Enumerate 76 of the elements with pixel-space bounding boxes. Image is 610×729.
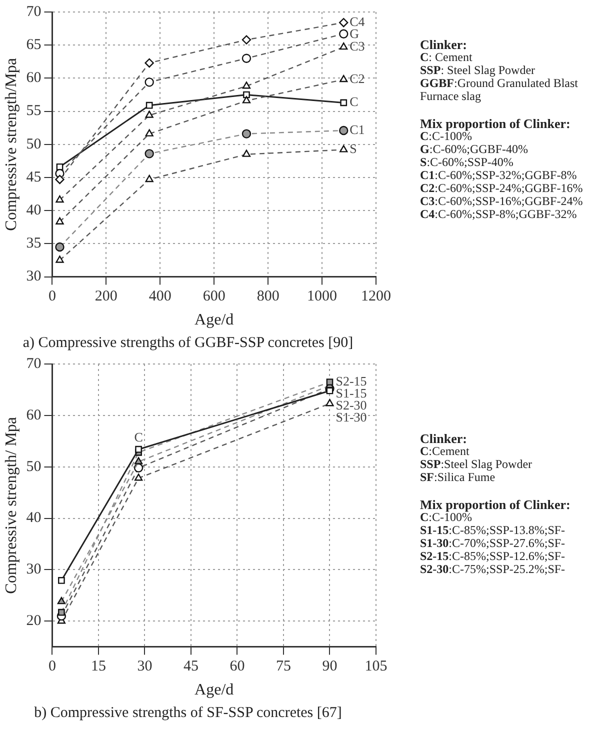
point (243, 91, 250, 98)
text: C1:C-60%;SSP-32%;GGBF-8% (420, 168, 578, 182)
x-tick-label: 75 (276, 658, 291, 675)
text: a) Compressive strengths of GGBF-SSP concretes [90] (22, 334, 354, 351)
series-label: C3 (350, 38, 365, 54)
x-tick-label: 15 (90, 658, 106, 675)
point (58, 608, 65, 616)
text: S2-15:C-85%;SSP-12.6%;SF- (420, 549, 566, 563)
series-label: C2 (350, 70, 365, 86)
point (242, 129, 252, 138)
y-tick-label: 70 (26, 356, 42, 372)
y-tick-label: 40 (26, 202, 42, 219)
y-tick-label: 45 (26, 169, 42, 186)
x-tick-label: 60 (230, 658, 245, 675)
point (339, 126, 348, 136)
y-tick-label: 30 (26, 268, 42, 285)
x-tick-label: 90 (322, 658, 338, 675)
point (58, 577, 65, 584)
text: S1-30:C-70%;SSP-27.6%;SF- (420, 536, 566, 550)
text: Mix proportion of Clinker: (420, 116, 572, 131)
y-tick-label: 30 (26, 562, 42, 578)
text: S2-30:C-75%;SSP-25.2%;SF- (420, 562, 566, 576)
x-tick-label: 45 (183, 658, 198, 675)
y-tick-label: 50 (26, 458, 42, 475)
text: SF:Silica Fume (420, 470, 496, 484)
text: Clinker: (420, 431, 468, 446)
point (57, 596, 66, 604)
text: S:C-60%;SSP-40% (420, 155, 514, 169)
point (146, 102, 153, 109)
point (55, 242, 64, 252)
x-tick-label: 0 (48, 288, 56, 305)
text: C:Cement (420, 444, 470, 458)
text: C4:C-60%;SSP-8%;GGBF-32% (420, 207, 578, 221)
y-axis-title: Compressive strength/ Mpa (2, 416, 20, 594)
point (326, 387, 334, 394)
text: SSP: Steel Slag Powder (420, 63, 536, 77)
text: S1-15:C-85%;SSP-13.8%;SF- (420, 523, 566, 537)
point (144, 149, 154, 158)
point (326, 378, 334, 386)
text: C2:C-60%;SSP-24%;GGBF-16% (420, 181, 584, 195)
x-tick-label: 1000 (307, 288, 338, 305)
annotation: C (134, 429, 143, 444)
text: C3:C-60%;SSP-16%;GGBF-24% (420, 194, 584, 208)
y-tick-label: 60 (26, 407, 42, 424)
text: Clinker: (420, 37, 468, 52)
x-tick-label: 800 (256, 288, 280, 305)
x-axis-title: Age/d (194, 312, 234, 329)
y-tick-label: 55 (26, 103, 42, 120)
x-tick-label: 30 (137, 658, 152, 675)
text: G:C-60%;GGBF-40% (420, 142, 530, 156)
y-tick-label: 60 (26, 70, 42, 86)
series-label: C (350, 94, 358, 110)
point (135, 446, 142, 453)
x-tick-label: 105 (364, 658, 388, 675)
text: Mix proportion of Clinker: (420, 497, 572, 512)
point (340, 99, 348, 106)
series-label: C1 (350, 122, 365, 137)
text: b) Compressive strengths of SF-SSP concretes [67] (34, 704, 342, 721)
y-tick-label: 40 (26, 510, 42, 526)
y-tick-label: 35 (26, 236, 42, 252)
point (134, 457, 143, 464)
text: SSP:Steel Slag Powder (420, 457, 534, 471)
text: GGBF:Ground Granulated Blast Furnace slag (420, 76, 579, 103)
x-axis-title: Age/d (194, 682, 234, 699)
y-tick-label: 70 (26, 4, 42, 20)
y-axis-title: Compressive strength/Mpa (2, 58, 20, 231)
y-tick-label: 50 (26, 136, 42, 152)
y-tick-label: 65 (26, 37, 42, 54)
x-tick-label: 400 (148, 288, 172, 305)
y-tick-label: 20 (26, 613, 42, 630)
x-tick-label: 600 (202, 288, 226, 305)
x-tick-label: 200 (94, 288, 118, 305)
x-tick-label: 0 (48, 658, 56, 675)
text: C: Cement (420, 50, 474, 64)
series-label: S (350, 141, 357, 156)
x-tick-label: 1200 (361, 288, 391, 305)
